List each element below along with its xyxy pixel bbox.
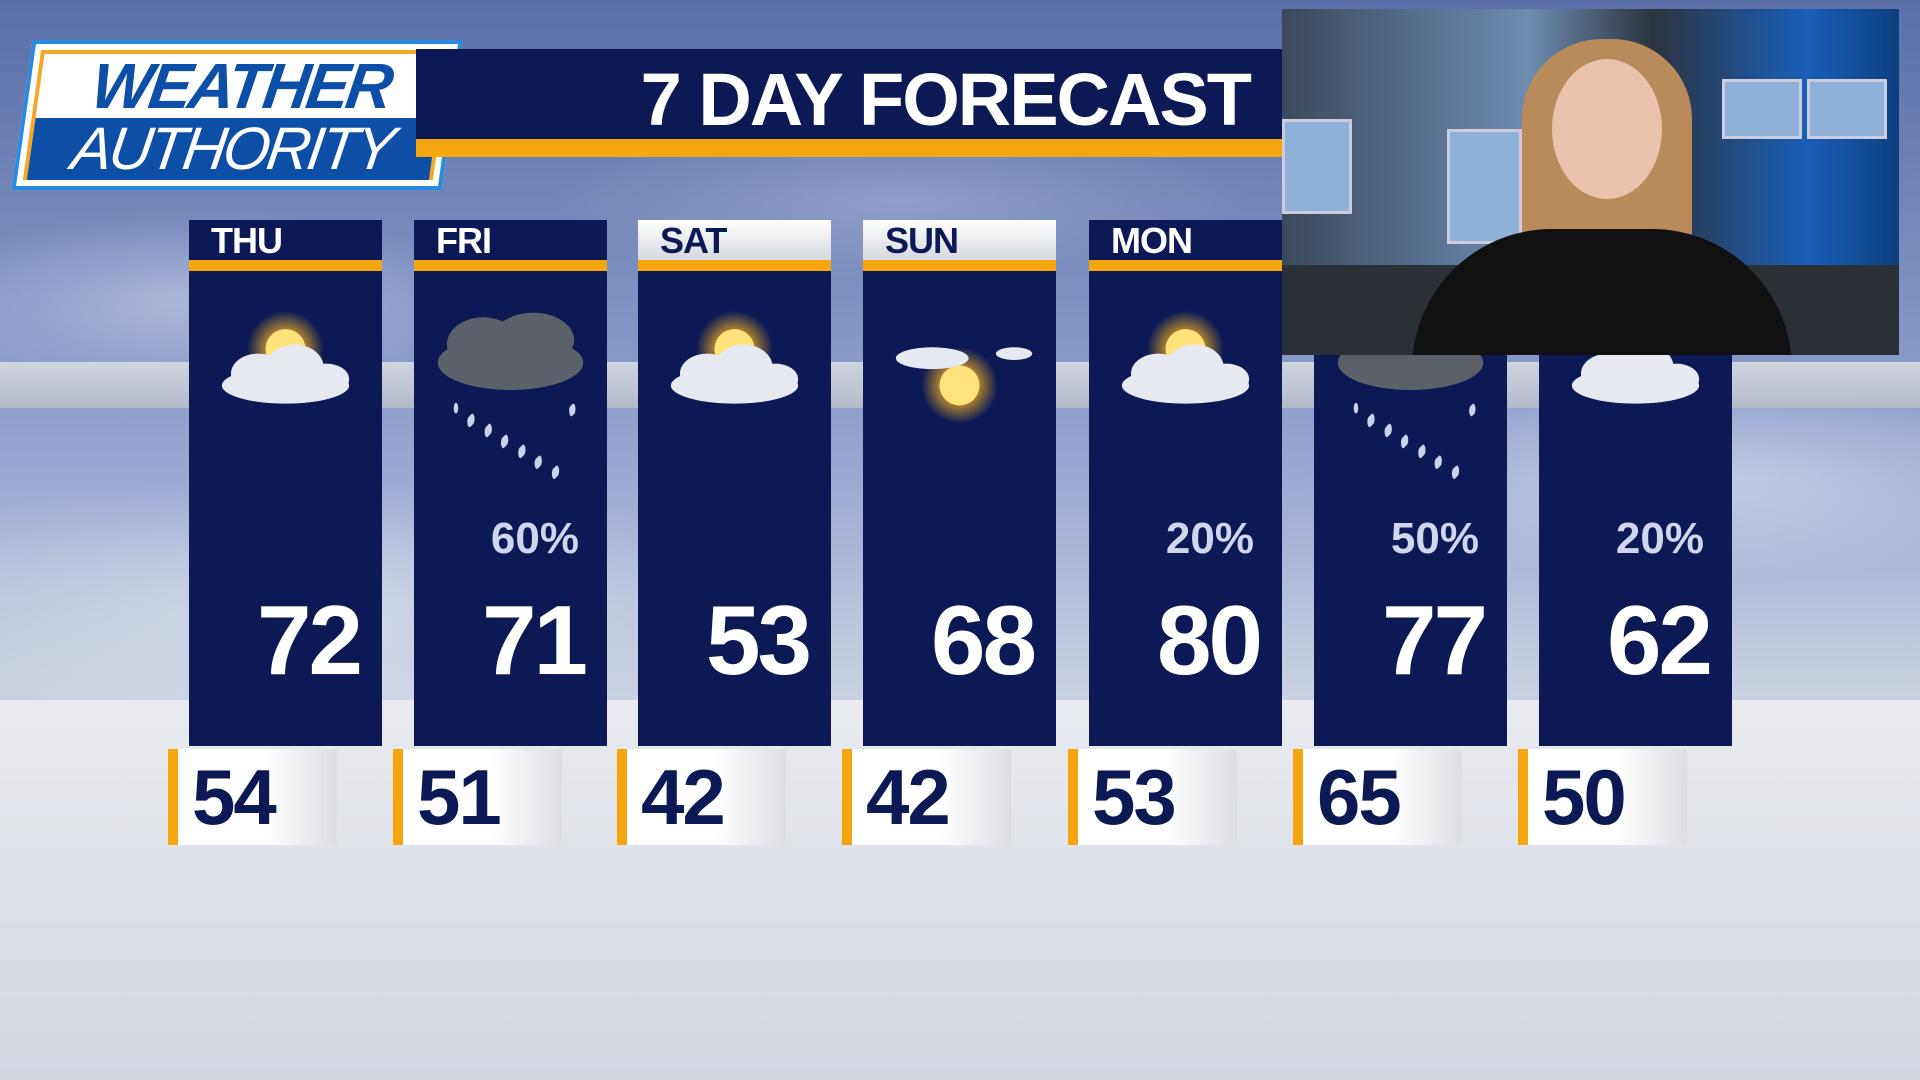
high-temp: 72 [256, 585, 363, 695]
low-temp: 42 [617, 749, 786, 845]
precip-chance: 20% [1165, 514, 1254, 563]
day-column-fri: FRI 60% 71 [414, 220, 607, 746]
day-accent-line [1089, 260, 1282, 271]
mostly-sunny-icon [895, 347, 1033, 424]
day-accent-line [189, 260, 382, 271]
high-temp: 53 [705, 585, 812, 695]
low-temp: 50 [1518, 749, 1687, 845]
day-label: THU [189, 220, 382, 261]
day-label: SAT [638, 220, 831, 261]
studio-screen [1447, 129, 1522, 244]
partly-sunny-icon [670, 310, 799, 404]
day-accent-line [414, 260, 607, 271]
low-temp: 42 [842, 749, 1011, 845]
day-column-mon: MON 20% 80 [1089, 220, 1282, 746]
presenter-body [1412, 229, 1792, 355]
logo-line1: WEATHER [35, 50, 447, 122]
low-temp: 65 [1293, 749, 1462, 845]
precip-chance: 60% [490, 514, 579, 563]
low-temp: 53 [1068, 749, 1237, 845]
precip-chance: 50% [1390, 514, 1479, 563]
rain-icon [437, 312, 584, 480]
studio-screen [1282, 119, 1352, 214]
day-label: FRI [414, 220, 607, 261]
header-accent-line [416, 139, 1282, 157]
day-accent-line [638, 260, 831, 271]
high-temp: 62 [1606, 585, 1713, 695]
header-bar: 7 DAY FORECAST [416, 49, 1282, 141]
partly-sunny-icon [221, 310, 350, 404]
day-column-thu: THU 72 [189, 220, 382, 746]
presenter-video-inset [1282, 9, 1899, 355]
day-column-sat: SAT 53 [638, 220, 831, 746]
logo-line2: AUTHORITY [26, 115, 438, 182]
high-temp: 68 [930, 585, 1037, 695]
precip-chance: 20% [1615, 514, 1704, 563]
high-temp: 71 [481, 585, 588, 695]
low-temp: 51 [393, 749, 562, 845]
day-label: SUN [863, 220, 1056, 261]
page-title: 7 DAY FORECAST [640, 58, 1252, 141]
studio-screen [1722, 79, 1802, 139]
presenter-face [1552, 59, 1662, 199]
high-temp: 77 [1381, 585, 1488, 695]
partly-sunny-icon [1121, 310, 1250, 404]
day-column-sun: SUN 68 [863, 220, 1056, 746]
studio-screen [1807, 79, 1887, 139]
day-accent-line [863, 260, 1056, 271]
low-temp: 54 [168, 749, 337, 845]
high-temp: 80 [1156, 585, 1263, 695]
weather-authority-logo: WEATHER AUTHORITY [11, 40, 463, 190]
day-label: MON [1089, 220, 1282, 261]
